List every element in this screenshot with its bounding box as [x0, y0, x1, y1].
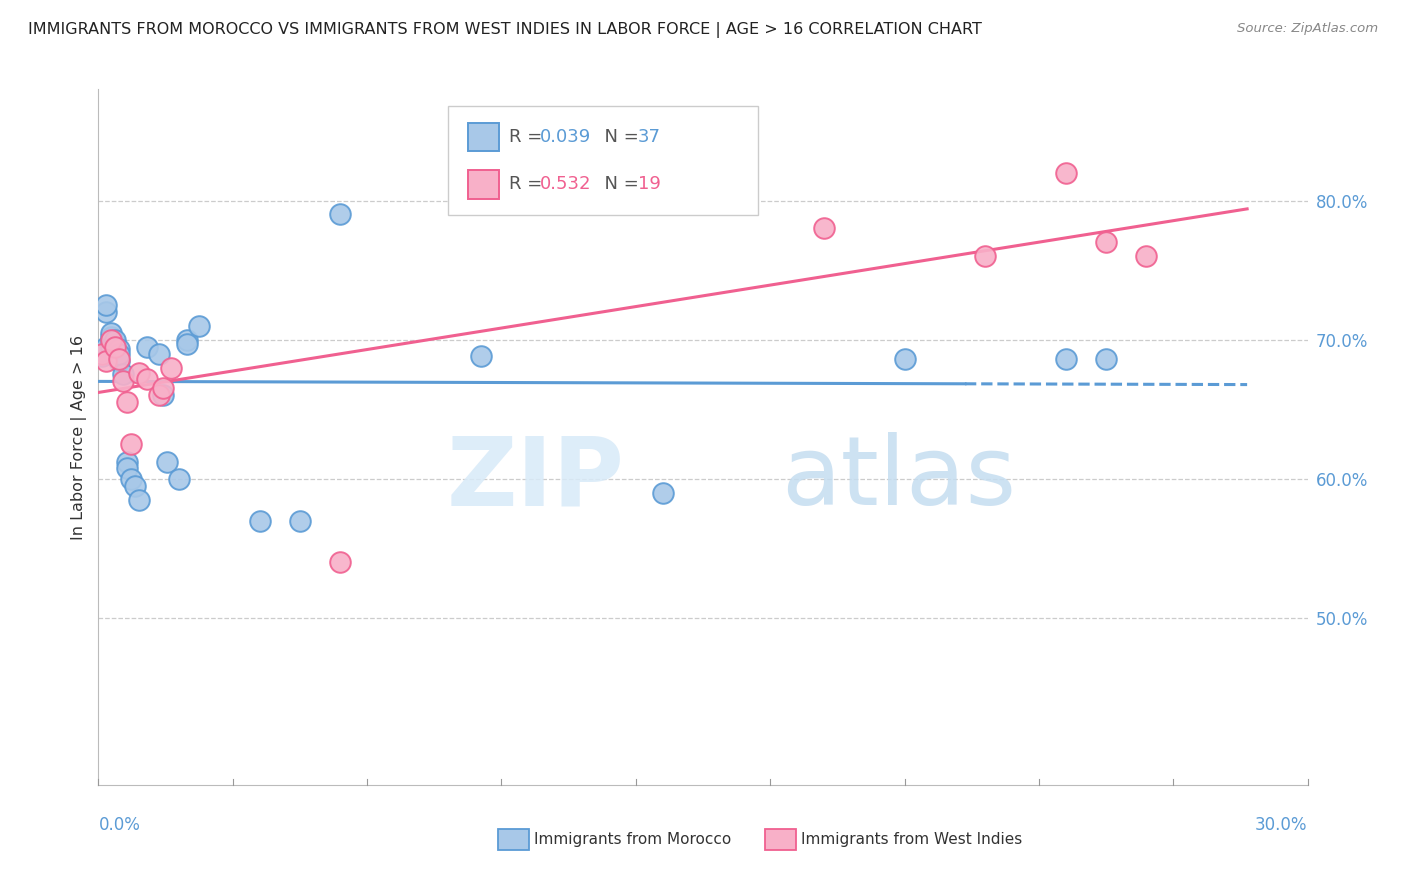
- Point: [156, 455, 179, 469]
- Point: [128, 492, 150, 507]
- Text: atlas: atlas: [782, 433, 1017, 525]
- Point: [148, 346, 170, 360]
- Point: [107, 353, 129, 368]
- Point: [288, 514, 311, 528]
- Point: [1095, 352, 1118, 367]
- Point: [96, 298, 118, 312]
- Point: [329, 555, 352, 569]
- Point: [470, 350, 492, 364]
- Point: [115, 395, 138, 409]
- Point: [107, 352, 129, 367]
- Point: [167, 472, 190, 486]
- Point: [103, 336, 125, 351]
- Text: Immigrants from Morocco: Immigrants from Morocco: [534, 832, 731, 847]
- Text: 37: 37: [638, 128, 661, 146]
- Point: [103, 350, 125, 364]
- Text: N =: N =: [593, 176, 644, 194]
- Text: 19: 19: [638, 176, 661, 194]
- Point: [176, 336, 198, 351]
- Point: [91, 343, 114, 358]
- Point: [1095, 235, 1118, 250]
- Point: [135, 371, 157, 385]
- Point: [91, 350, 114, 364]
- Text: ZIP: ZIP: [447, 433, 624, 525]
- Text: IMMIGRANTS FROM MOROCCO VS IMMIGRANTS FROM WEST INDIES IN LABOR FORCE | AGE > 16: IMMIGRANTS FROM MOROCCO VS IMMIGRANTS FR…: [28, 22, 981, 38]
- Text: 0.532: 0.532: [540, 176, 591, 194]
- Point: [120, 472, 142, 486]
- Point: [148, 388, 170, 402]
- Point: [813, 221, 835, 235]
- Text: Source: ZipAtlas.com: Source: ZipAtlas.com: [1237, 22, 1378, 36]
- Point: [100, 330, 122, 344]
- Point: [188, 318, 211, 333]
- Point: [249, 514, 271, 528]
- Text: 0.039: 0.039: [540, 128, 591, 146]
- Point: [135, 340, 157, 354]
- Point: [1135, 249, 1157, 263]
- Point: [152, 381, 174, 395]
- Point: [115, 460, 138, 475]
- Point: [91, 346, 114, 360]
- Point: [103, 340, 125, 354]
- Point: [100, 340, 122, 354]
- Text: 30.0%: 30.0%: [1256, 816, 1308, 834]
- Point: [893, 352, 915, 367]
- Point: [96, 305, 118, 319]
- Point: [100, 333, 122, 347]
- Text: R =: R =: [509, 176, 547, 194]
- Point: [1054, 352, 1077, 367]
- Point: [176, 333, 198, 347]
- Point: [111, 375, 134, 389]
- Point: [651, 485, 673, 500]
- Point: [974, 249, 997, 263]
- Point: [100, 333, 122, 347]
- Point: [115, 455, 138, 469]
- Text: R =: R =: [509, 128, 547, 146]
- Point: [124, 479, 146, 493]
- Text: Immigrants from West Indies: Immigrants from West Indies: [801, 832, 1022, 847]
- Point: [329, 207, 352, 221]
- Point: [128, 366, 150, 380]
- Point: [107, 343, 129, 357]
- Point: [100, 326, 122, 340]
- Text: 0.0%: 0.0%: [98, 816, 141, 834]
- Point: [120, 437, 142, 451]
- Y-axis label: In Labor Force | Age > 16: In Labor Force | Age > 16: [72, 334, 87, 540]
- Point: [107, 346, 129, 360]
- Point: [96, 353, 118, 368]
- Point: [160, 360, 183, 375]
- Point: [96, 340, 118, 354]
- Point: [111, 368, 134, 382]
- Point: [152, 388, 174, 402]
- Point: [1054, 166, 1077, 180]
- Text: N =: N =: [593, 128, 644, 146]
- Point: [103, 333, 125, 347]
